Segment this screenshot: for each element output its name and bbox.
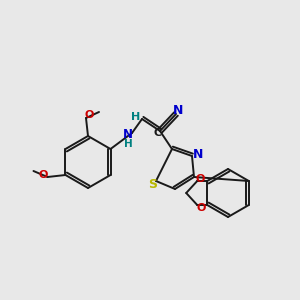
Text: N: N [123, 128, 133, 142]
Text: H: H [131, 112, 141, 122]
Text: N: N [173, 103, 183, 116]
Text: H: H [124, 139, 132, 149]
Text: O: O [39, 170, 48, 180]
Text: O: O [196, 203, 206, 213]
Text: N: N [193, 148, 203, 161]
Text: O: O [84, 110, 94, 120]
Text: C: C [154, 128, 162, 138]
Text: S: S [148, 178, 158, 191]
Text: O: O [196, 174, 205, 184]
